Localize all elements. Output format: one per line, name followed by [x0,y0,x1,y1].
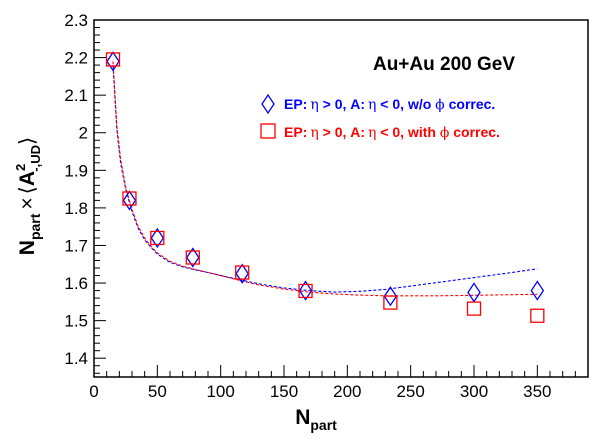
x-tick-label: 300 [460,382,488,401]
x-tick-label: 250 [396,382,424,401]
y-tick-label: 1.4 [64,349,88,368]
square-marker [235,265,250,280]
y-axis-label-sub2: -,UD [28,145,43,172]
square-marker [383,295,398,310]
legend-phi: ϕ [435,97,445,113]
diamond-marker [186,247,200,268]
x-axis-label-sub: part [310,417,337,433]
legend-gt: > 0, A: [319,96,365,112]
square-marker [298,283,313,299]
y-tick-label: 2 [79,124,88,143]
y-tick-label: 1.9 [64,161,88,180]
square-marker [150,230,165,246]
y-tick-label: 2.2 [64,49,88,68]
legend-eta: η [310,125,318,141]
y-axis-label-sup: 2 [13,164,28,171]
legend: EP: η > 0, A: η < 0, w/o ϕ correc. EP: η > … [260,93,500,141]
y-axis-label-a: A [16,171,39,186]
diamond-marker [150,227,165,249]
legend-entry-wo-correction: EP: η > 0, A: η < 0, w/o ϕ correc. [284,96,495,113]
y-tick-label: 2.3 [64,11,88,30]
diamond-marker [383,286,398,307]
legend-eta-2: η [368,125,376,141]
legend-end: correc. [445,96,496,112]
square-marker [466,301,482,316]
x-tick-label: 100 [206,382,234,401]
y-tick-label: 1.5 [64,312,88,331]
y-axis-label: Npart × ⟨A2-,UD⟩ [13,137,43,255]
diamond-marker [106,51,120,72]
diamond-marker [298,280,313,301]
diamond-marker [530,280,545,301]
y-tick-label: 1.8 [64,199,88,218]
square-marker [122,191,137,206]
diamond-marker [467,282,481,303]
legend-marker-diamond [261,93,275,115]
legend-lt: < 0, with [376,124,439,140]
legend-eta: η [310,97,318,113]
legend-end: correc. [449,124,500,140]
x-axis-label-main: N [295,406,310,429]
legend-eta-2: η [368,97,376,113]
y-tick-label: 1.6 [64,274,88,293]
x-tick-label: 50 [148,382,167,401]
diamond-marker [235,263,249,284]
x-tick-label: 350 [523,382,551,401]
legend-gt: > 0, A: [319,124,365,140]
y-axis-label-part: part [27,213,43,240]
y-axis-label-n: N [16,240,39,255]
chart-title: Au+Au 200 GeV [373,54,515,75]
axis-ticks: 0 50 100 150 200 250 300 350 1.4 1.5 1.6 1.7 1.8 1.9 2… [64,11,576,401]
legend-entry-with-correction: EP: η > 0, A: η < 0, with ϕ correc. [284,124,500,141]
y-tick-label: 1.7 [64,236,88,255]
legend-ep: EP: [284,96,307,112]
x-tick-label: 200 [333,382,361,401]
diamond-marker [122,190,137,211]
legend-lt: < 0, w/o [376,96,435,112]
x-axis-label: Npart [295,406,337,433]
legend-ep: EP: [284,124,307,140]
legend-phi: ϕ [440,125,450,141]
fit-curve [112,61,538,297]
y-axis-label-close: ⟩ [16,137,39,145]
y-tick-label: 2.1 [64,86,88,105]
square-marker [185,250,200,265]
y-axis-label-times: × [16,197,39,209]
fit-curve [112,65,538,293]
data-markers [105,51,545,323]
square-marker [105,52,121,67]
plot-frame [93,19,589,378]
y-axis-label-open: ⟨ [16,186,39,194]
square-marker [530,308,545,323]
fit-curves [112,61,538,297]
legend-marker-square [260,123,276,139]
x-tick-label: 150 [270,382,298,401]
x-tick-label: 0 [89,382,98,401]
